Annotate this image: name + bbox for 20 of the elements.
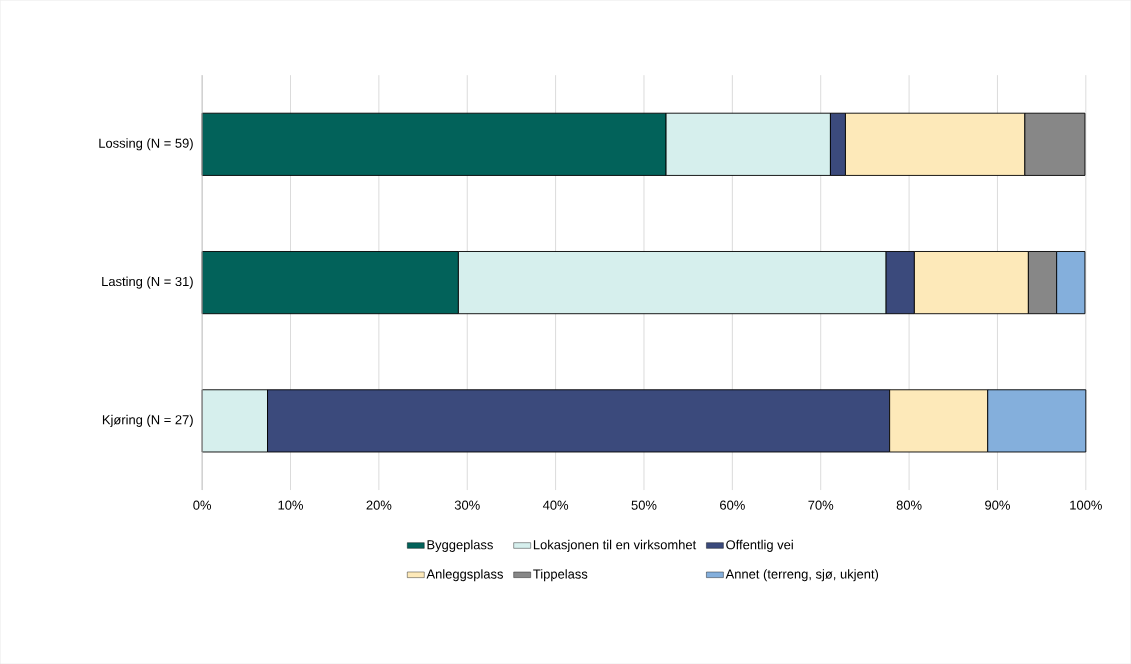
x-tick-label: 40% (542, 500, 569, 510)
x-tick-label: 100% (1070, 500, 1102, 510)
y-tick-label: Kjøring (N = 27) (102, 414, 193, 427)
x-tick-label: 70% (808, 500, 834, 510)
x-tick-label: 50% (631, 500, 657, 510)
x-tick-label: 90% (985, 500, 1010, 510)
legend-label: Tippelass (533, 569, 588, 582)
legend-label: Lokasjonen til en virksomhet (533, 539, 697, 552)
x-tick-label: 60% (720, 500, 745, 510)
y-tick-label: Lossing (N = 59) (99, 138, 193, 151)
x-tick-label: 80% (896, 500, 922, 510)
y-tick-label: Lasting (N = 31) (102, 276, 193, 289)
legend-label: Anleggsplass (426, 569, 504, 582)
x-tick-label: 0% (193, 500, 212, 510)
x-tick-label: 30% (454, 500, 480, 510)
x-tick-label: 20% (366, 500, 392, 510)
legend-label: Byggeplass (427, 539, 493, 552)
legend-label: Offentlig vei (726, 539, 793, 552)
legend-label: Annet (terreng, sjø, ukjent) (725, 569, 879, 582)
x-tick-label: 10% (278, 500, 303, 510)
